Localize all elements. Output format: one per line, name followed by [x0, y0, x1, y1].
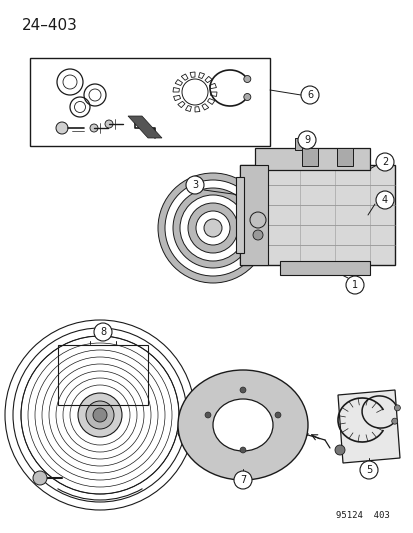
- Bar: [58, 345, 147, 405]
- Text: 95124  403: 95124 403: [335, 511, 389, 520]
- Bar: [30, 58, 269, 146]
- Circle shape: [56, 122, 68, 134]
- Text: 4: 4: [381, 195, 387, 205]
- Text: 5: 5: [365, 465, 371, 475]
- Circle shape: [300, 86, 318, 104]
- Circle shape: [204, 219, 221, 237]
- Bar: [240, 165, 394, 265]
- Circle shape: [274, 412, 280, 418]
- Circle shape: [185, 176, 204, 194]
- Circle shape: [345, 276, 363, 294]
- Polygon shape: [128, 116, 161, 138]
- Ellipse shape: [212, 399, 272, 451]
- Circle shape: [375, 191, 393, 209]
- Circle shape: [240, 447, 245, 453]
- Circle shape: [359, 461, 377, 479]
- Text: 24–403: 24–403: [22, 18, 78, 33]
- Circle shape: [78, 393, 122, 437]
- Text: 1: 1: [351, 280, 357, 290]
- Circle shape: [105, 120, 113, 128]
- Circle shape: [86, 401, 114, 429]
- Text: 6: 6: [306, 90, 312, 100]
- Bar: [294, 138, 306, 150]
- Text: 8: 8: [100, 327, 106, 337]
- Circle shape: [334, 445, 344, 455]
- Wedge shape: [188, 203, 237, 253]
- Circle shape: [233, 471, 252, 489]
- Bar: [279, 261, 369, 275]
- Circle shape: [204, 412, 211, 418]
- Text: 7: 7: [239, 475, 246, 485]
- Circle shape: [243, 76, 250, 83]
- Polygon shape: [337, 390, 399, 463]
- Circle shape: [252, 230, 262, 240]
- Wedge shape: [173, 188, 252, 268]
- Circle shape: [93, 408, 107, 422]
- Circle shape: [243, 93, 250, 101]
- Bar: [254, 148, 369, 170]
- Bar: [240, 165, 267, 265]
- Circle shape: [240, 387, 245, 393]
- Text: 9: 9: [303, 135, 309, 145]
- Circle shape: [33, 471, 47, 485]
- Wedge shape: [158, 173, 267, 283]
- Bar: [336, 148, 352, 166]
- Circle shape: [297, 131, 315, 149]
- Circle shape: [391, 418, 397, 424]
- Text: 2: 2: [381, 157, 387, 167]
- Text: 3: 3: [192, 180, 197, 190]
- Circle shape: [94, 323, 112, 341]
- Bar: [235, 177, 243, 253]
- Circle shape: [375, 153, 393, 171]
- Circle shape: [394, 405, 399, 411]
- Bar: [301, 148, 317, 166]
- Circle shape: [90, 124, 98, 132]
- Ellipse shape: [178, 370, 307, 480]
